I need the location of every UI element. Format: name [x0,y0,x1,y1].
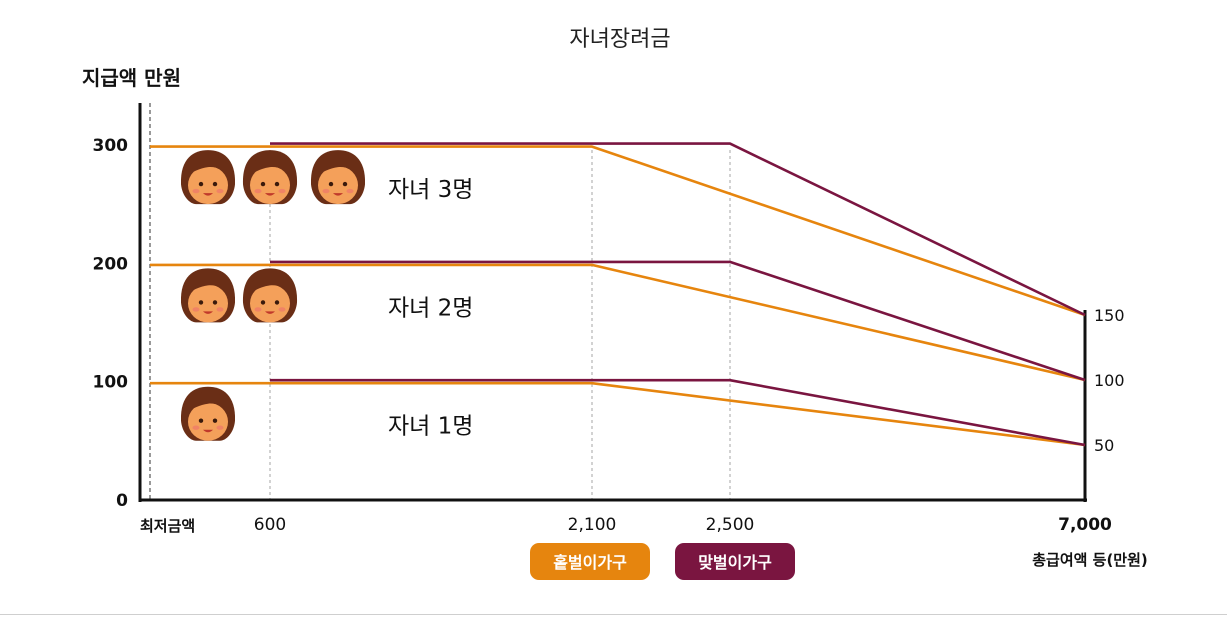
tier-label-2: 자녀 2명 [388,295,473,321]
y-tick-left: 0 [116,491,128,511]
series-line-1-single [150,381,1086,447]
legend-dual-income-label: 맞벌이가구 [698,553,772,572]
y-tick-left: 200 [93,254,129,274]
child-face-icon [310,150,366,205]
guide-lines [269,150,731,500]
child-face-icon [180,268,236,323]
y-tick-right: 150 [1094,306,1125,325]
series-line-1-dual [270,378,1086,447]
child-face-icon [242,268,298,323]
x-tick: 7,000 [1058,515,1112,535]
tier-label-1: 자녀 1명 [388,414,473,440]
child-face-icon [180,386,236,441]
legend-dual-income-box [675,543,795,580]
axes [138,103,1087,502]
y-tick-right: 100 [1094,371,1125,390]
child-face-icon [242,150,298,205]
legend-single-income: 홑벌이가구 [530,543,650,580]
y-tick-left: 300 [93,136,129,156]
y-tick-right: 50 [1094,436,1114,455]
series-line-2-dual [270,260,1086,382]
legend-dual-income: 맞벌이가구 [675,543,795,580]
series-line-2-single [150,263,1086,382]
legend: 홑벌이가구 맞벌이가구 [530,543,795,580]
series-line-3-dual [270,142,1086,317]
x-origin-label: 최저금액 [140,517,195,535]
x-axis-label: 총급여액 등(만원) [1032,551,1148,569]
tier-label-3: 자녀 3명 [388,177,473,203]
series-layer [150,142,1086,447]
x-tick: 2,500 [706,515,755,535]
ticks-layer: 0 100 200 300 50 100 150 최저금액 600 2,100 2,500 7,000… [93,136,1148,569]
legend-single-income-box [530,543,650,580]
chart-title: 자녀장려금 [569,27,670,52]
x-tick: 2,100 [568,515,617,535]
series-line-3-single [150,145,1086,317]
child-face-icon [180,150,236,205]
y-axis-label: 지급액 만원 [82,66,181,90]
bottom-divider [0,614,1227,615]
x-tick: 600 [254,515,286,535]
legend-single-income-label: 홑벌이가구 [553,553,627,572]
y-tick-left: 100 [93,373,129,393]
